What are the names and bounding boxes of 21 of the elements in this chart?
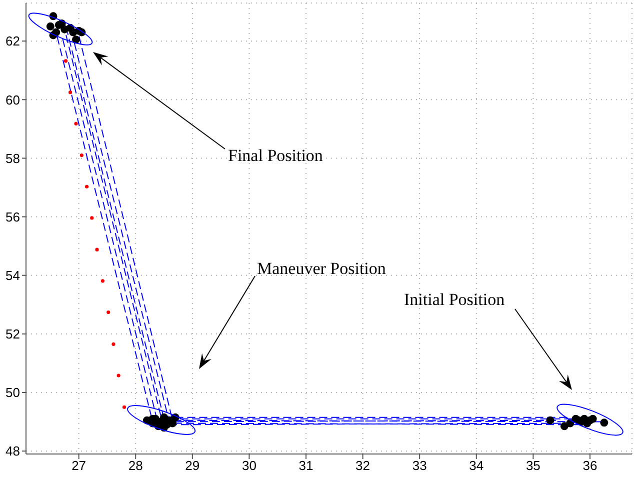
y-tick-label: 60 <box>6 92 20 108</box>
y-tick-label: 54 <box>6 268 20 283</box>
x-tick-label: 35 <box>526 458 540 474</box>
x-tick-label: 31 <box>298 458 314 474</box>
x-tick-label: 34 <box>469 458 484 474</box>
x-tick-label: 29 <box>185 458 200 474</box>
y-tick-label: 58 <box>6 150 20 166</box>
x-tick-label: 32 <box>356 458 370 474</box>
annotation: Initial Position <box>404 290 506 309</box>
annotation: Final Position <box>228 146 324 165</box>
y-tick-label: 50 <box>6 385 20 400</box>
y-tick-label: 62 <box>6 34 20 49</box>
x-tick-label: 30 <box>242 458 256 474</box>
y-tick-label: 48 <box>6 444 20 459</box>
x-tick-label: 33 <box>412 458 427 474</box>
x-tick-label: 36 <box>582 458 598 474</box>
annotation: Maneuver Position <box>257 258 386 278</box>
x-tick-label: 28 <box>128 458 143 474</box>
y-tick-label: 52 <box>6 326 20 342</box>
y-tick-label: 56 <box>6 209 20 224</box>
x-tick-label: 27 <box>72 458 86 474</box>
